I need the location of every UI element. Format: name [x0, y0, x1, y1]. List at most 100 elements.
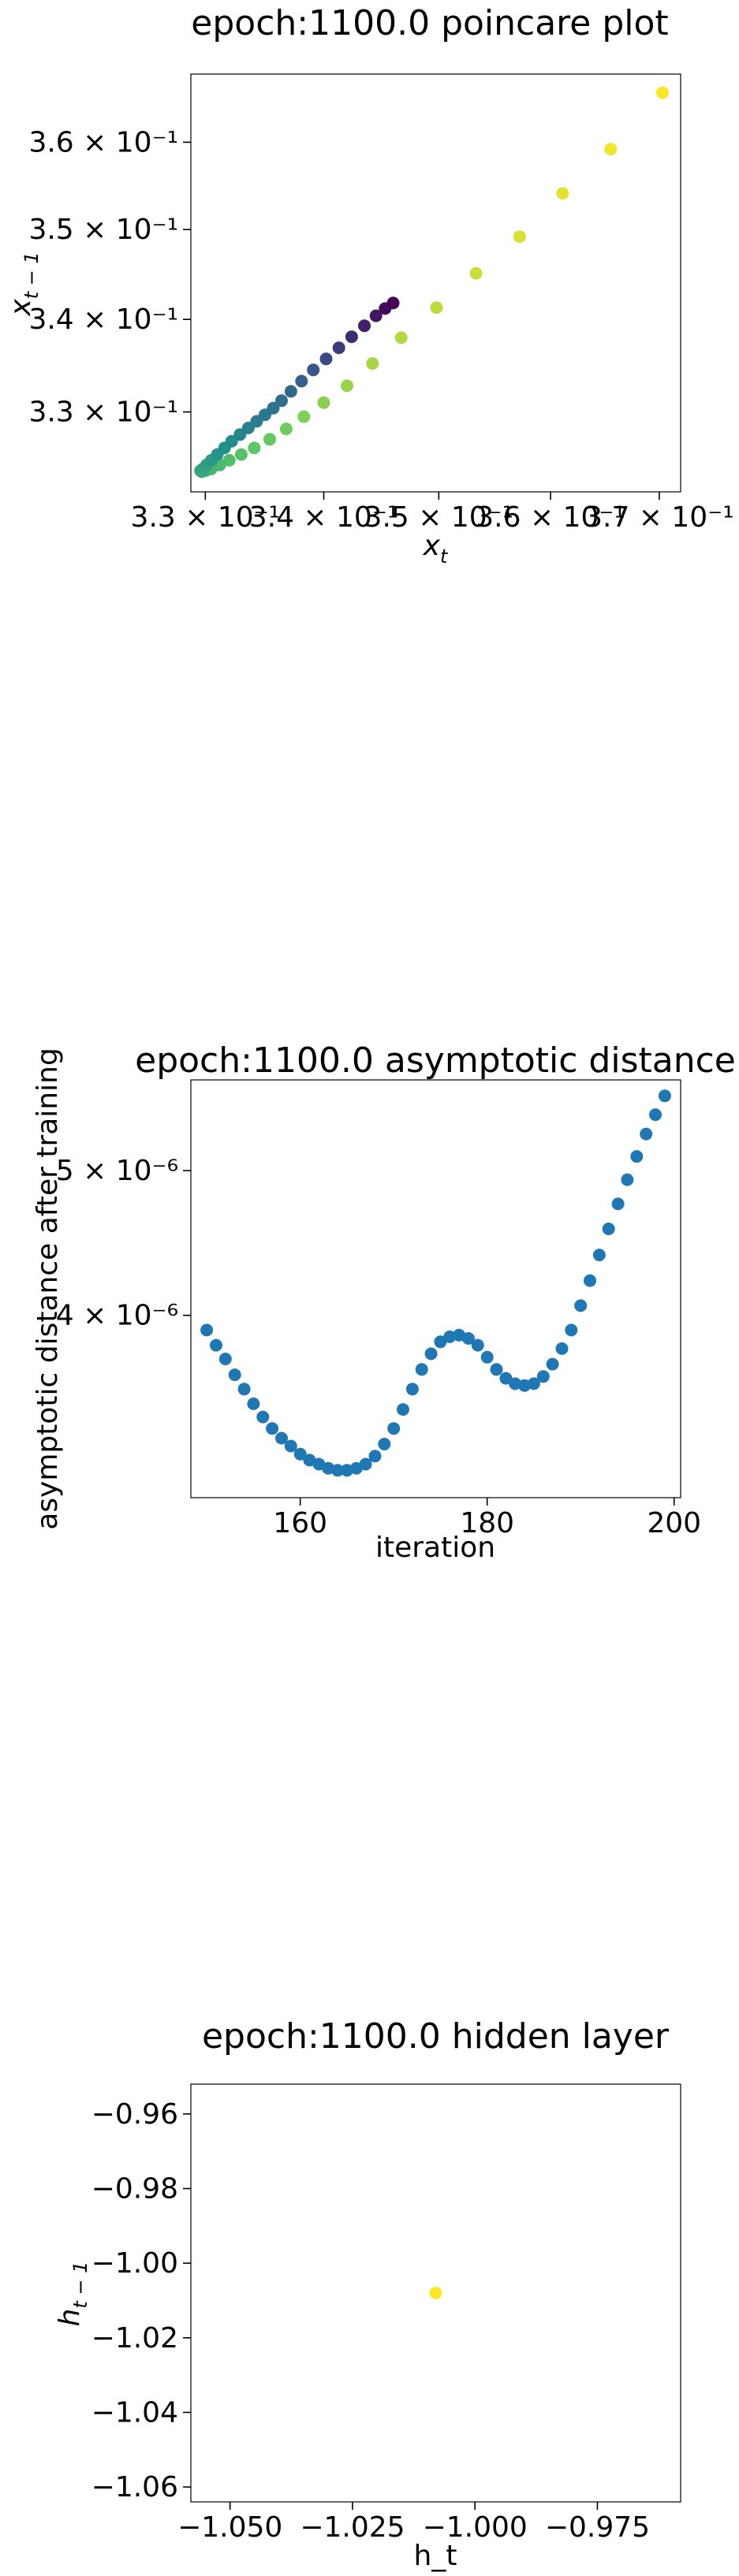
data-point [509, 1377, 522, 1390]
data-point [387, 1422, 401, 1435]
x-tick-label: −0.975 [545, 2511, 650, 2544]
x-tick-label: −1.025 [300, 2511, 405, 2544]
data-point [218, 1353, 232, 1365]
data-point [490, 1363, 503, 1376]
data-point [263, 433, 276, 446]
data-point [297, 410, 311, 423]
data-point [621, 1173, 634, 1186]
data-point [546, 1357, 559, 1371]
data-point [222, 453, 236, 467]
x-tick-label: 160 [273, 1507, 327, 1539]
data-point [266, 1422, 279, 1435]
data-point [604, 143, 618, 156]
data-point [443, 1330, 457, 1343]
asymptotic-x-ticks: 160 180 200 [273, 1498, 701, 1539]
asymptotic-plot-frame [190, 1079, 681, 1498]
data-point [630, 1150, 644, 1163]
hidden-x-ticks: −1.050 −1.025 −1.000 −0.975 [177, 2502, 650, 2544]
hidden-x-label: h_t [414, 2540, 457, 2572]
data-point [434, 1335, 447, 1349]
x-tick-label: −1.050 [177, 2511, 282, 2544]
data-point [368, 1450, 382, 1463]
data-point [317, 396, 330, 409]
data-point [394, 331, 408, 344]
data-point [279, 423, 293, 436]
data-point [210, 1338, 222, 1352]
data-point [378, 1438, 391, 1450]
data-point [592, 1249, 606, 1262]
hidden-plot-frame [190, 2083, 681, 2503]
data-point [640, 1127, 653, 1141]
data-point [386, 296, 400, 310]
y-tick-label: −1.00 [91, 2247, 178, 2280]
poincare-y-ticks: 3.3 × 10⁻¹ 3.4 × 10⁻¹ 3.5 × 10⁻¹ 3.6 × 10⁻¹ [28, 126, 191, 429]
y-tick-label: −0.96 [91, 2098, 178, 2131]
y-tick-label: 4 × 10⁻⁶ [56, 1300, 178, 1332]
x-tick-label: 200 [647, 1507, 701, 1539]
hidden-chart-title: epoch:1100.0 hidden layer [202, 2016, 670, 2057]
data-point [424, 1347, 438, 1361]
data-point [275, 1431, 288, 1445]
y-tick-label: −0.98 [91, 2173, 178, 2206]
data-point [471, 1338, 484, 1352]
data-point [611, 1197, 625, 1211]
hidden-points [429, 2287, 442, 2299]
y-tick-label: −1.02 [91, 2322, 178, 2355]
data-point [275, 394, 288, 408]
data-point [499, 1372, 513, 1385]
y-tick-label: 3.3 × 10⁻¹ [28, 396, 178, 429]
data-point [480, 1350, 494, 1364]
data-point [602, 1223, 615, 1235]
data-point [536, 1370, 550, 1383]
y-tick-label: 5 × 10⁻⁶ [56, 1155, 178, 1187]
data-point [319, 352, 333, 366]
data-point [462, 1332, 475, 1345]
data-point [469, 266, 483, 280]
y-tick-label: 3.5 × 10⁻¹ [28, 214, 178, 246]
data-point [430, 301, 443, 315]
data-point [397, 1403, 409, 1416]
data-point [429, 2287, 442, 2299]
data-point [322, 1461, 335, 1475]
data-point [234, 448, 248, 461]
data-point [358, 319, 371, 333]
data-point [256, 1410, 270, 1424]
data-point [555, 1342, 569, 1355]
data-point [331, 1464, 345, 1477]
asymptotic-y-label: asymptotic distance after training [32, 1048, 64, 1530]
poincare-x-label: xt [423, 530, 449, 568]
data-point [228, 1368, 241, 1382]
x-tick-label: 3.5 × 10⁻¹ [364, 501, 514, 534]
asymptotic-distance-chart: epoch:1100.0 asymptotic distance 160 180 2… [32, 1040, 736, 1564]
data-point [340, 1464, 353, 1477]
data-point [293, 1447, 307, 1461]
data-point [574, 1299, 588, 1312]
poincare-x-ticks: 3.3 × 10⁻¹3.4 × 10⁻¹3.5 × 10⁻¹3.6 × 10⁻¹… [131, 492, 734, 534]
data-point [369, 309, 383, 322]
x-tick-label: 3.6 × 10⁻¹ [476, 501, 625, 534]
y-tick-label: −1.06 [91, 2471, 178, 2503]
data-point [513, 230, 526, 244]
asymptotic-x-label: iteration [375, 1532, 495, 1564]
data-point [332, 341, 345, 355]
data-point [267, 401, 280, 415]
hidden-y-ticks: −0.96 −0.98 −1.00 −1.02 −1.04 −1.06 [91, 2098, 191, 2503]
y-tick-label: −1.04 [91, 2396, 178, 2429]
data-point [405, 1383, 419, 1396]
data-point [584, 1274, 596, 1287]
data-point [656, 86, 669, 99]
x-tick-label: 180 [460, 1507, 514, 1539]
asymptotic-chart-title: epoch:1100.0 asymptotic distance [135, 1040, 736, 1081]
data-point [415, 1363, 428, 1376]
poincare-chart: epoch:1100.0 poincare plot 3.3 × 10⁻¹3.4… [5, 3, 734, 568]
data-point [527, 1377, 540, 1390]
data-point [565, 1323, 578, 1337]
data-point [658, 1089, 671, 1103]
x-tick-label: 3.7 × 10⁻¹ [584, 501, 734, 534]
data-point [200, 1323, 214, 1337]
data-point [237, 1383, 251, 1396]
data-point [345, 330, 358, 344]
data-point [556, 187, 569, 200]
data-point [649, 1108, 662, 1122]
